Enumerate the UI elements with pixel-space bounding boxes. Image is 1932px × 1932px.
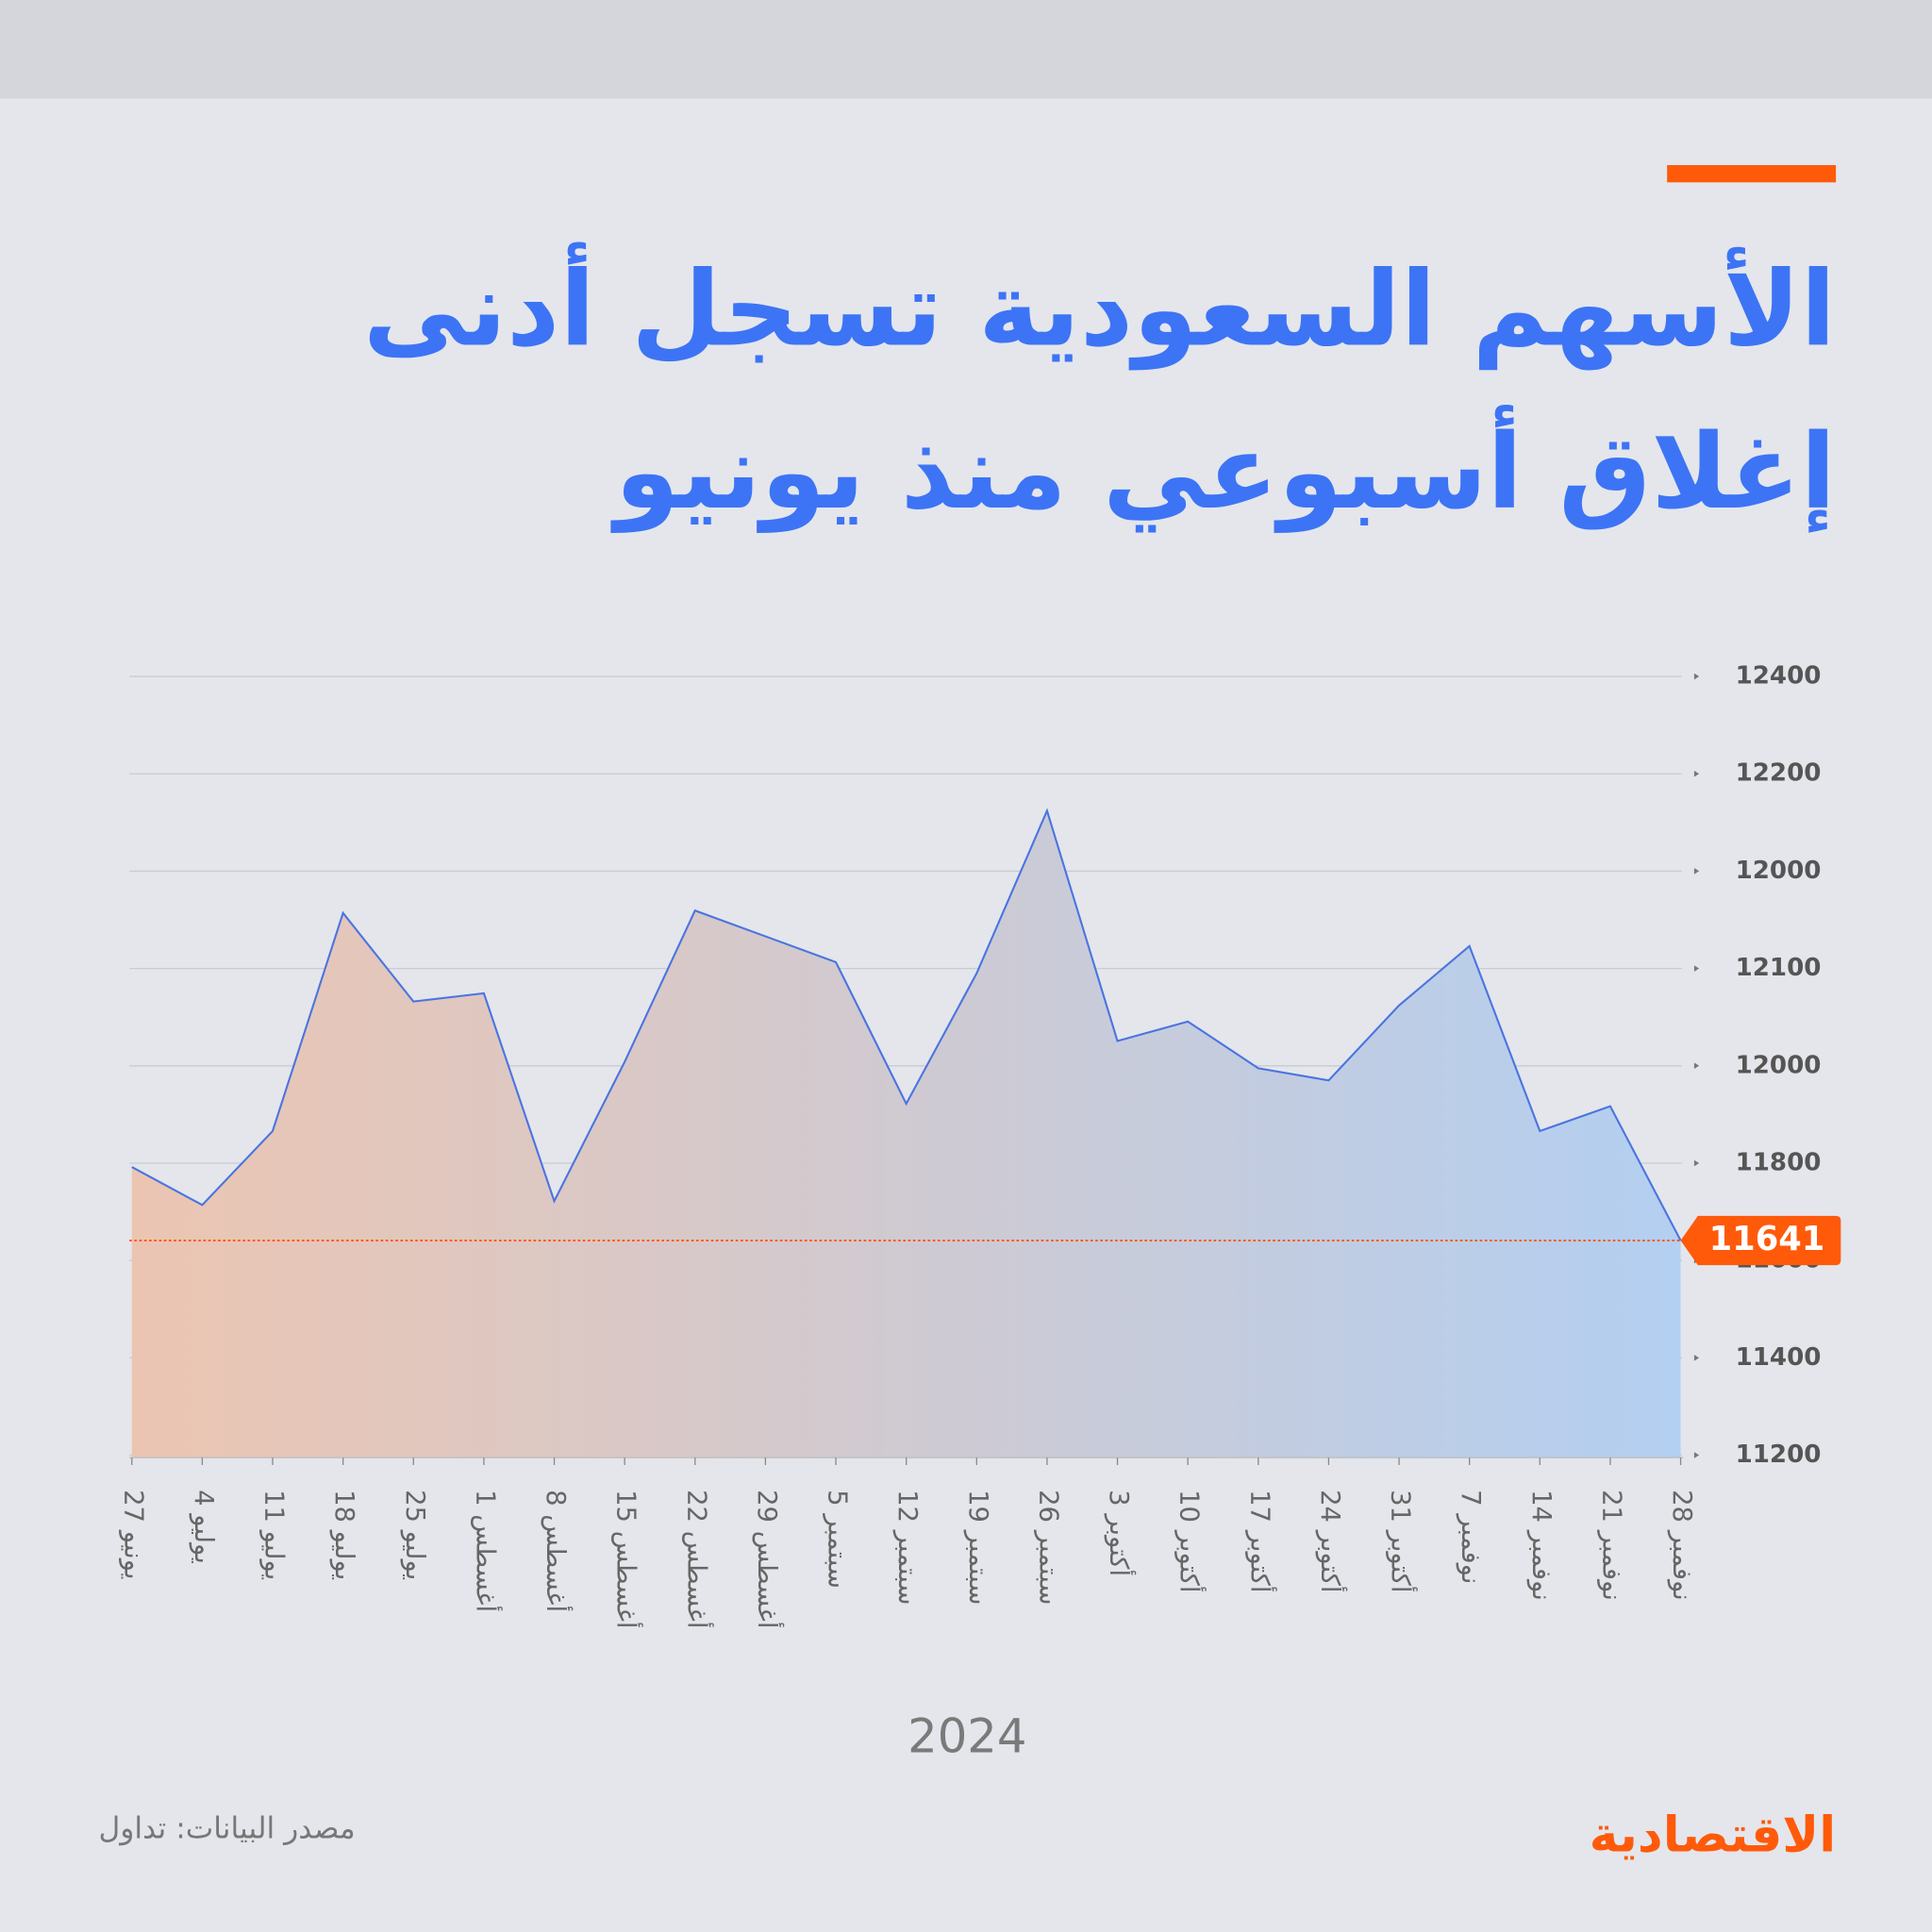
y-tick-label: 12400 bbox=[1736, 662, 1822, 691]
x-tick-label: 29 أغسطس bbox=[752, 1490, 785, 1628]
x-tick-label: 25 يوليو bbox=[400, 1490, 429, 1580]
x-tick-label: 14 نوفمبر bbox=[1526, 1490, 1556, 1601]
x-tick-label: 5 سبتمبر bbox=[823, 1490, 852, 1589]
x-tick-label: 1 أغسطس bbox=[470, 1490, 503, 1612]
title-line: الأسهم السعودية تسجل أدنى bbox=[363, 242, 1836, 371]
x-axis-label: 2024 bbox=[908, 1709, 1026, 1764]
tick-mark bbox=[1693, 673, 1700, 680]
x-tick-label: 8 أغسطس bbox=[541, 1490, 574, 1612]
x-tick-label: 10 أكتوبر bbox=[1174, 1490, 1208, 1592]
x-tick-label: 4 يوليو bbox=[189, 1490, 218, 1564]
tick-mark bbox=[1693, 868, 1700, 874]
x-tick-label: 24 أكتوبر bbox=[1315, 1490, 1348, 1592]
line bbox=[131, 808, 1682, 1241]
tick-mark bbox=[1693, 1355, 1700, 1361]
x-tick-label: 22 أغسطس bbox=[681, 1490, 714, 1628]
x-tick-label: 3 أكتوبر bbox=[1104, 1490, 1137, 1576]
x-tick-label: 11 يوليو bbox=[259, 1490, 289, 1580]
tick-mark bbox=[1693, 1452, 1700, 1458]
x-tick-label: 21 نوفمبر bbox=[1596, 1490, 1625, 1601]
title-line: إغلاق أسبوعي منذ يونيو bbox=[610, 405, 1836, 533]
top-band bbox=[0, 0, 1932, 99]
x-tick-label: 27 يونيو bbox=[118, 1490, 147, 1579]
x-tick-label: 28 نوفمبر bbox=[1667, 1490, 1696, 1601]
x-tick-label: 31 أكتوبر bbox=[1386, 1490, 1419, 1592]
logo: الاقتصادية bbox=[1590, 1807, 1837, 1864]
tick-mark bbox=[1693, 1062, 1700, 1070]
y-tick-label: 12100 bbox=[1736, 954, 1822, 982]
value-badge bbox=[1680, 1215, 1841, 1266]
area-fill bbox=[131, 810, 1681, 1458]
x-tick-label: 19 سبتمبر bbox=[963, 1490, 992, 1605]
y-tick-label: 11200 bbox=[1736, 1441, 1822, 1469]
x-tick-label: 18 يوليو bbox=[329, 1490, 358, 1580]
source: مصدر البيانات: تداول bbox=[98, 1812, 355, 1846]
x-tick-label: 26 سبتمبر bbox=[1033, 1490, 1062, 1605]
x-tick-label: 15 أغسطس bbox=[611, 1490, 644, 1628]
tick-mark bbox=[1693, 770, 1700, 777]
y-tick-label: 12200 bbox=[1736, 759, 1822, 788]
tick-mark bbox=[1693, 1159, 1700, 1167]
tick-mark bbox=[1693, 965, 1700, 972]
x-tick-label: 17 أكتوبر bbox=[1244, 1490, 1277, 1592]
y-tick-label: 12000 bbox=[1736, 857, 1822, 885]
y-tick-label: 11800 bbox=[1736, 1148, 1822, 1176]
x-tick-label: 7 نوفمبر bbox=[1456, 1490, 1485, 1584]
y-tick-label: 11400 bbox=[1736, 1343, 1822, 1372]
accent-bar bbox=[1667, 165, 1837, 183]
x-tick-label: 12 سبتمبر bbox=[892, 1490, 922, 1605]
value-label: 11641 bbox=[1709, 1220, 1825, 1258]
y-tick-label: 12000 bbox=[1736, 1051, 1822, 1079]
